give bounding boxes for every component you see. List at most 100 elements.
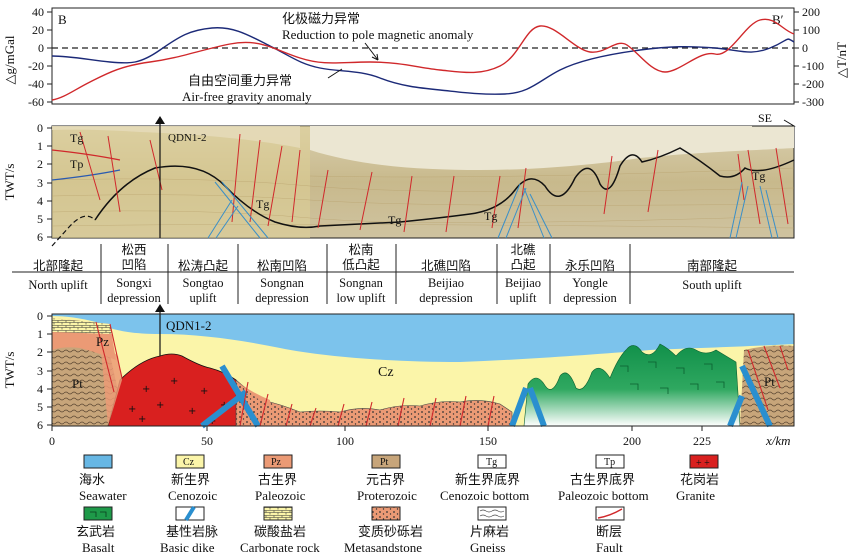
legend-item-paleozoic-bottom: Tp 古生界底界 Paleozoic bottom <box>558 454 649 503</box>
svg-text:4: 4 <box>37 194 43 208</box>
svg-text:古生界: 古生界 <box>258 472 297 487</box>
gravity-anomaly-curve <box>51 18 795 101</box>
seismic-well-label: QDN1-2 <box>168 132 207 144</box>
left-tick: -40 <box>28 77 44 91</box>
geology-panel: +++ + ++ ++ + <box>2 304 795 448</box>
svg-text:古生界底界: 古生界底界 <box>570 472 635 487</box>
gravity-label-en: Air-free gravity anomaly <box>182 89 312 104</box>
unit-cn: 松西 <box>121 243 146 257</box>
pt-right-label: Pt <box>764 374 775 389</box>
svg-text:新生界底界: 新生界底界 <box>455 472 520 487</box>
svg-text:0: 0 <box>37 121 43 135</box>
legend-item-carbonate: 碳酸盐岩 Carbonate rock <box>240 506 320 555</box>
seismic-dikes <box>207 181 779 239</box>
faults <box>95 321 789 427</box>
svg-text:Tg: Tg <box>486 457 497 468</box>
svg-text:+: + <box>142 384 150 395</box>
left-tick: 20 <box>32 23 44 37</box>
x-axis-label: x/km <box>765 433 791 448</box>
svg-text:Carbonate rock: Carbonate rock <box>240 540 320 555</box>
legend-item-fault: 断层 Fault <box>595 506 625 555</box>
basic-dikes <box>200 364 773 429</box>
legend-item-granite: + + 花岗岩 Granite <box>676 454 719 503</box>
horizon-label: Tp <box>70 157 83 171</box>
magnetic-anomaly-curve <box>51 27 795 95</box>
svg-text:+: + <box>170 376 178 387</box>
svg-text:Cenozoic bottom: Cenozoic bottom <box>440 488 529 503</box>
unit-en: uplift <box>509 291 537 305</box>
unit-en: depression <box>107 291 161 305</box>
unit-cn: 松南 <box>348 242 373 257</box>
geo-y-axis: 0 1 2 3 4 5 6 TWT/s <box>2 309 52 432</box>
svg-text:100: 100 <box>336 434 354 448</box>
svg-text:+ +: + + <box>696 458 710 469</box>
unit-en: North uplift <box>28 278 88 292</box>
svg-text:2: 2 <box>37 345 43 359</box>
svg-text:4: 4 <box>37 382 43 396</box>
unit-en: South uplift <box>682 278 742 292</box>
legend-item-basalt: 玄武岩 Basalt <box>76 506 115 555</box>
unit-en: low uplift <box>337 291 386 305</box>
svg-text:碳酸盐岩: 碳酸盐岩 <box>254 524 306 539</box>
unit-cn: 北部隆起 <box>33 258 84 273</box>
legend-item-metasandstone: 变质砂砾岩 Metasandstone <box>344 506 423 555</box>
svg-text:海水: 海水 <box>79 472 105 487</box>
svg-text:片麻岩: 片麻岩 <box>470 524 509 539</box>
magnetic-label-en: Reduction to pole magnetic anomaly <box>282 27 474 42</box>
left-axis-label: △g/mGal <box>2 35 17 84</box>
svg-text:断层: 断层 <box>596 524 622 539</box>
seismic-faults <box>79 131 789 233</box>
svg-text:Fault: Fault <box>596 540 623 555</box>
horizon-label: Tg <box>388 213 401 227</box>
horizon-label: Tg <box>484 209 497 223</box>
seawater-area <box>52 314 794 362</box>
svg-text:Granite: Granite <box>676 488 715 503</box>
svg-text:5: 5 <box>37 212 43 226</box>
seismic-y-axis: 0 1 2 3 4 5 6 TWT/s <box>2 121 52 244</box>
svg-text:Cenozoic: Cenozoic <box>168 488 217 503</box>
svg-text:200: 200 <box>623 434 641 448</box>
left-tick: -60 <box>28 95 44 109</box>
svg-text:6: 6 <box>37 230 43 244</box>
svg-text:Gneiss: Gneiss <box>470 540 505 555</box>
legend-item-gneiss: 片麻岩 Gneiss <box>470 506 509 555</box>
unit-en: Beijiao <box>428 276 464 290</box>
basalt-body <box>523 343 741 427</box>
legend-item-seawater: 海水 Seawater <box>79 454 127 503</box>
anomaly-panel: 40 20 0 -20 -40 -60 200 100 0 -100 -200 … <box>2 5 849 109</box>
unit-cn: 南部隆起 <box>687 258 738 273</box>
unit-cn: 松涛凸起 <box>178 258 229 273</box>
unit-cn: 低凸起 <box>342 258 380 272</box>
seawater-swatch <box>83 454 113 469</box>
svg-text:Tp: Tp <box>604 457 615 468</box>
unit-cn: 永乐凹陷 <box>565 258 615 273</box>
right-tick: -200 <box>802 77 824 91</box>
magnetic-pointer <box>364 42 379 61</box>
horizon-label: Tg <box>256 197 269 211</box>
seismic-panel: QDN1-2 Tg Tp Tg Tg Tg Tg SE 0 1 2 3 4 5 … <box>2 111 796 247</box>
gravity-label-cn: 自由空间重力异常 <box>188 73 292 88</box>
svg-text:150: 150 <box>479 434 497 448</box>
svg-text:Paleozoic: Paleozoic <box>255 488 306 503</box>
svg-text:1: 1 <box>37 139 43 153</box>
svg-text:0: 0 <box>37 309 43 323</box>
right-tick: 100 <box>802 23 820 37</box>
svg-text:Basic dike: Basic dike <box>160 540 215 555</box>
pt-left-label: Pt <box>72 376 83 391</box>
unit-en: depression <box>563 291 617 305</box>
unit-cn: 凸起 <box>510 258 536 272</box>
svg-text:变质砂砾岩: 变质砂砾岩 <box>358 524 423 539</box>
unit-en: uplift <box>189 291 217 305</box>
svg-text:0: 0 <box>49 434 55 448</box>
tg-horizon <box>94 147 795 229</box>
endpoint-b-prime: B′ <box>772 12 784 27</box>
unit-en: Yongle <box>572 276 608 290</box>
right-tick: -300 <box>802 95 824 109</box>
unit-cn: 北礁 <box>510 242 536 257</box>
svg-text:3: 3 <box>37 364 43 378</box>
svg-text:2: 2 <box>37 157 43 171</box>
svg-text:+: + <box>188 406 196 417</box>
unit-cn: 北礁凹陷 <box>421 258 471 273</box>
magnetic-label-cn: 化极磁力异常 <box>282 11 360 26</box>
unit-en: Songtao <box>183 276 224 290</box>
